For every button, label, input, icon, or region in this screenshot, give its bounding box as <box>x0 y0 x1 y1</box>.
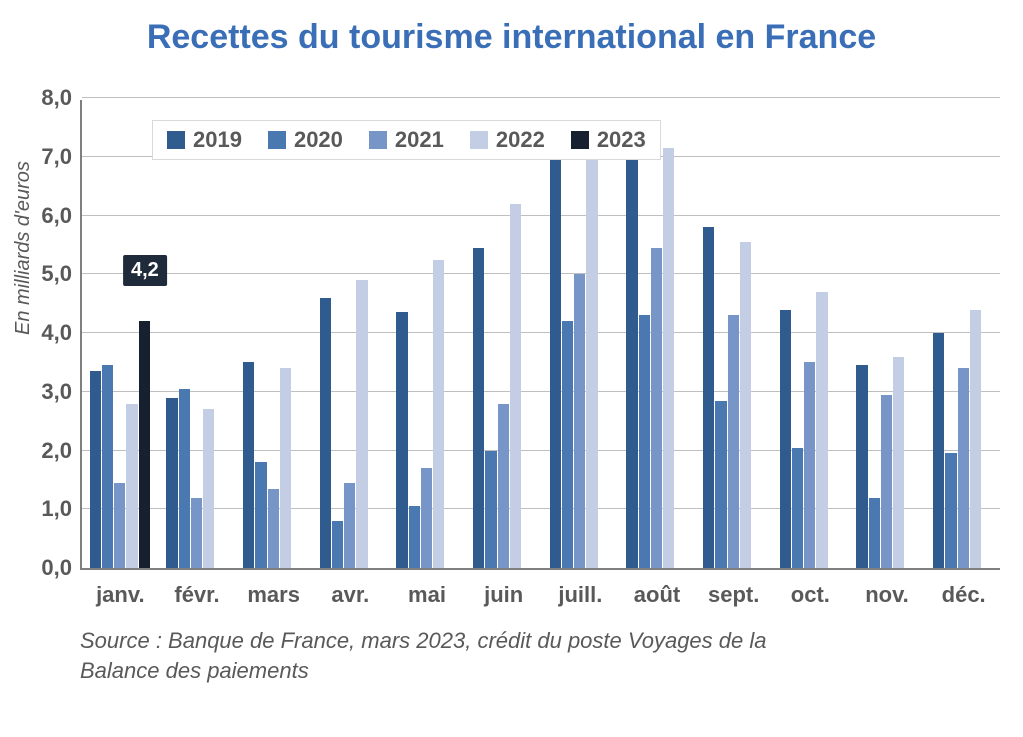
bar <box>280 368 291 568</box>
gridline <box>82 215 1000 216</box>
bar <box>320 298 331 568</box>
bar <box>344 483 355 568</box>
bar <box>550 148 561 568</box>
legend-label: 2021 <box>395 127 444 153</box>
bar <box>114 483 125 568</box>
bar <box>243 362 254 568</box>
bar <box>869 498 880 569</box>
x-tick-label: juill. <box>558 582 602 608</box>
x-tick-label: déc. <box>942 582 986 608</box>
gridline <box>82 273 1000 274</box>
source-note: Source : Banque de France, mars 2023, cr… <box>80 626 800 685</box>
bar <box>179 389 190 568</box>
chart-title: Recettes du tourisme international en Fr… <box>0 18 1023 57</box>
y-tick-label: 7,0 <box>41 144 72 170</box>
bar <box>715 401 726 568</box>
legend-item: 2021 <box>369 127 444 153</box>
bar <box>102 365 113 568</box>
y-tick-label: 5,0 <box>41 261 72 287</box>
bar <box>651 248 662 568</box>
legend: 2019 2020 2021 2022 2023 <box>152 120 661 160</box>
x-tick-label: sept. <box>708 582 759 608</box>
bar <box>166 398 177 568</box>
bar <box>562 321 573 568</box>
bar <box>626 148 637 568</box>
y-tick-label: 6,0 <box>41 203 72 229</box>
plot-inner: 4,2 <box>82 100 1000 568</box>
bar <box>740 242 751 568</box>
bar <box>933 333 944 568</box>
y-tick-label: 2,0 <box>41 438 72 464</box>
bar <box>893 357 904 569</box>
legend-swatch <box>268 131 286 149</box>
y-tick-label: 8,0 <box>41 85 72 111</box>
bar <box>268 489 279 568</box>
bar <box>881 395 892 568</box>
bar <box>139 321 150 568</box>
legend-label: 2020 <box>294 127 343 153</box>
legend-item: 2023 <box>571 127 646 153</box>
bar <box>639 315 650 568</box>
y-tick-label: 0,0 <box>41 555 72 581</box>
bar <box>191 498 202 569</box>
figure: Recettes du tourisme international en Fr… <box>0 0 1023 737</box>
x-tick-label: mai <box>408 582 446 608</box>
bar <box>703 227 714 568</box>
x-tick-label: janv. <box>96 582 145 608</box>
legend-swatch <box>470 131 488 149</box>
bar <box>473 248 484 568</box>
x-tick-label: oct. <box>791 582 830 608</box>
bar <box>90 371 101 568</box>
legend-swatch <box>571 131 589 149</box>
legend-item: 2019 <box>167 127 242 153</box>
bar <box>421 468 432 568</box>
bar <box>586 160 597 568</box>
x-tick-label: févr. <box>174 582 219 608</box>
bar <box>856 365 867 568</box>
bar <box>804 362 815 568</box>
y-tick-label: 3,0 <box>41 379 72 405</box>
legend-item: 2020 <box>268 127 343 153</box>
bar <box>958 368 969 568</box>
legend-label: 2022 <box>496 127 545 153</box>
x-tick-label: août <box>634 582 680 608</box>
bar <box>663 148 674 568</box>
legend-label: 2023 <box>597 127 646 153</box>
x-tick-label: mars <box>247 582 300 608</box>
bar <box>126 404 137 569</box>
bar <box>728 315 739 568</box>
bar <box>510 204 521 568</box>
gridline <box>82 332 1000 333</box>
legend-swatch <box>167 131 185 149</box>
gridline <box>82 97 1000 98</box>
bar <box>485 451 496 569</box>
x-tick-label: avr. <box>331 582 369 608</box>
legend-item: 2022 <box>470 127 545 153</box>
bar <box>433 260 444 568</box>
legend-label: 2019 <box>193 127 242 153</box>
bar <box>574 274 585 568</box>
bar <box>203 409 214 568</box>
bar <box>970 310 981 569</box>
bar <box>945 453 956 568</box>
bar <box>396 312 407 568</box>
legend-swatch <box>369 131 387 149</box>
bar <box>498 404 509 569</box>
bar <box>409 506 420 568</box>
bar <box>816 292 827 568</box>
data-label: 4,2 <box>123 255 167 286</box>
bar <box>780 310 791 569</box>
plot-area: 4,2 20192020202120222023 0,01,02,03,04,0… <box>80 100 1000 570</box>
y-tick-label: 1,0 <box>41 496 72 522</box>
bar <box>332 521 343 568</box>
y-tick-label: 4,0 <box>41 320 72 346</box>
bar <box>255 462 266 568</box>
x-tick-label: nov. <box>865 582 909 608</box>
y-axis-label: En milliards d'euros <box>12 161 35 335</box>
bar <box>356 280 367 568</box>
x-tick-label: juin <box>484 582 523 608</box>
bar <box>792 448 803 568</box>
